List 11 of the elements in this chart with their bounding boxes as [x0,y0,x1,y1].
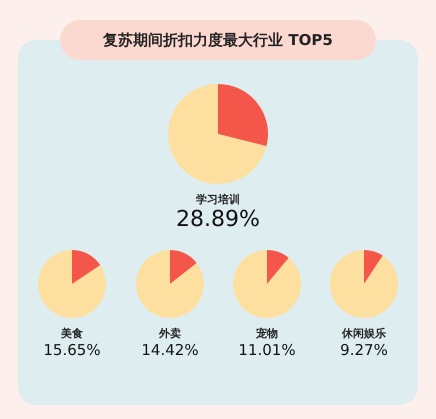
text: 休闲娱乐 [340,326,387,341]
text: 28.89% [175,207,261,232]
text: 美食 [60,326,84,341]
text: 14.42% [140,341,200,359]
text: 11.01% [237,341,297,359]
text: 学习培训 [195,192,241,207]
text: 外卖 [158,326,182,341]
text: 15.65% [42,341,102,359]
text: 9.27% [339,341,389,359]
chart-title: 复苏期间折扣力度最大行业 TOP5 [60,20,376,60]
text: 宠物 [255,326,279,341]
